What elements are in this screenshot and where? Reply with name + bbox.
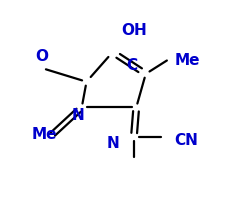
Text: Me: Me <box>174 53 200 68</box>
Text: OH: OH <box>121 23 147 38</box>
Text: N: N <box>71 108 84 123</box>
Text: O: O <box>35 49 48 64</box>
Text: C: C <box>126 58 137 73</box>
Text: Me: Me <box>32 127 58 142</box>
Text: N: N <box>106 136 119 151</box>
Text: CN: CN <box>174 133 198 148</box>
